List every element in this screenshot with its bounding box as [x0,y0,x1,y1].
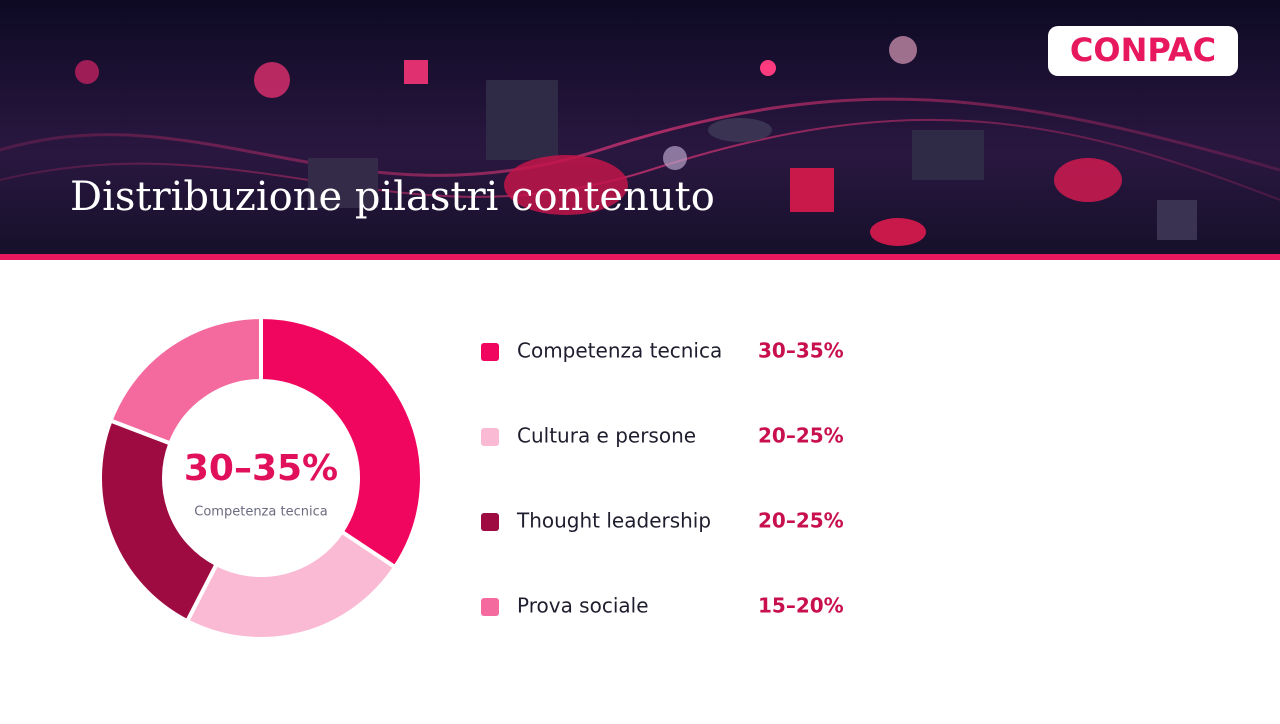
legend-swatch [481,598,499,616]
legend-value: 30–35% [758,339,844,363]
donut-chart [98,314,424,641]
legend-label: Prova sociale [517,594,649,618]
donut-slice [108,314,263,446]
legend-value: 15–20% [758,594,844,618]
legend-value: 20–25% [758,424,844,448]
legend-swatch [481,428,499,446]
legend-swatch [481,513,499,531]
donut-slice [184,528,398,641]
logo-box [1048,26,1238,76]
legend-value: 20–25% [758,509,844,533]
legend-label: Competenza tecnica [517,339,722,363]
donut-slice [98,417,220,624]
donut-slice [259,314,424,570]
center-value: 30–35% [184,448,338,489]
legend-swatch [481,343,499,361]
legend: Competenza tecnica 30–35% Cultura e person… [481,339,844,618]
logo: CONPAC [1070,31,1216,69]
center-label: Competenza tecnica [194,505,327,520]
legend-label: Thought leadership [516,509,711,533]
slide-title: Distribuzione pilastri contenuto [70,174,715,220]
legend-label: Cultura e persone [517,424,696,448]
